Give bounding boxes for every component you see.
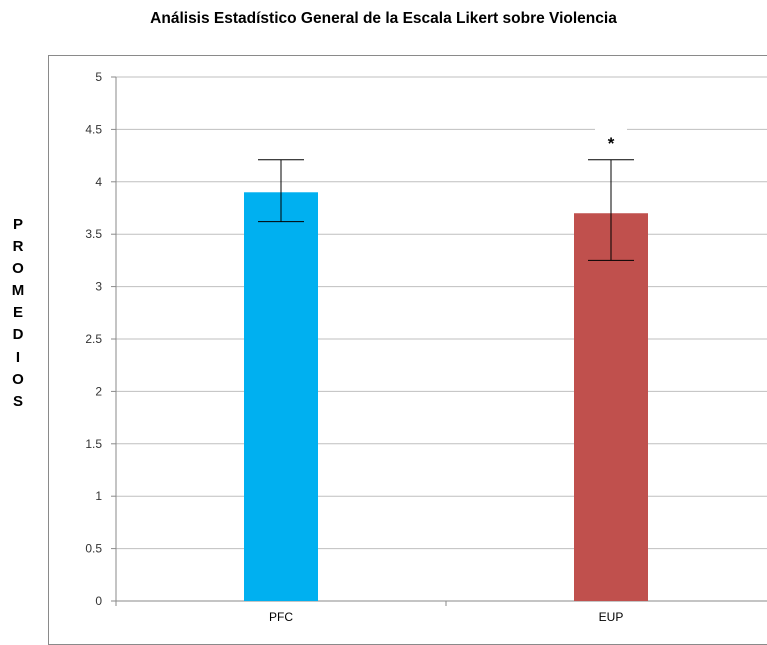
bar-eup — [574, 213, 648, 602]
y-axis-label-letter-4: E — [12, 304, 23, 322]
y-axis-label-letter-2: O — [12, 260, 24, 278]
y-axis-label-letter-5: D — [12, 326, 24, 344]
x-tick-label-eup: EUP — [599, 610, 624, 624]
axes — [111, 76, 767, 606]
y-axis-label-letter-7: O — [12, 370, 24, 388]
y-axis-label-letter-3: M — [11, 282, 25, 300]
y-tick-label-10: 5 — [95, 70, 102, 84]
x-tick-label-pfc: PFC — [269, 610, 293, 624]
y-tick-label-3: 1.5 — [85, 437, 102, 451]
y-tick-label-2: 1 — [95, 489, 102, 503]
y-axis-label-letter-0: P — [12, 216, 23, 233]
y-tick-label-7: 3.5 — [85, 227, 102, 241]
y-tick-label-6: 3 — [95, 280, 102, 294]
y-axis-label-letter-8: S — [12, 392, 23, 410]
y-axis-label-letter-6: I — [15, 348, 21, 366]
plot-area: 0 0.5 1 1.5 2 2.5 3 3.5 4 4.5 5 PFC EUP * — [85, 70, 767, 624]
y-tick-label-8: 4 — [95, 175, 102, 189]
annotation-bg-0 — [595, 125, 627, 152]
bar-pfc — [244, 192, 318, 601]
labels: 0 0.5 1 1.5 2 2.5 3 3.5 4 4.5 5 PFC EUP * — [85, 70, 627, 624]
significance-annotation-0: * — [608, 134, 615, 153]
bars — [244, 192, 648, 602]
y-axis-label-letter-1: R — [12, 238, 24, 256]
chart-title: Análisis Estadístico General de la Escal… — [150, 10, 617, 27]
y-tick-label-1: 0.5 — [85, 542, 102, 556]
gridlines — [116, 76, 767, 550]
y-tick-label-5: 2.5 — [85, 332, 102, 346]
error-bars — [258, 159, 634, 261]
y-tick-label-9: 4.5 — [85, 122, 102, 136]
y-tick-label-0: 0 — [95, 594, 102, 608]
y-tick-label-4: 2 — [95, 384, 102, 398]
